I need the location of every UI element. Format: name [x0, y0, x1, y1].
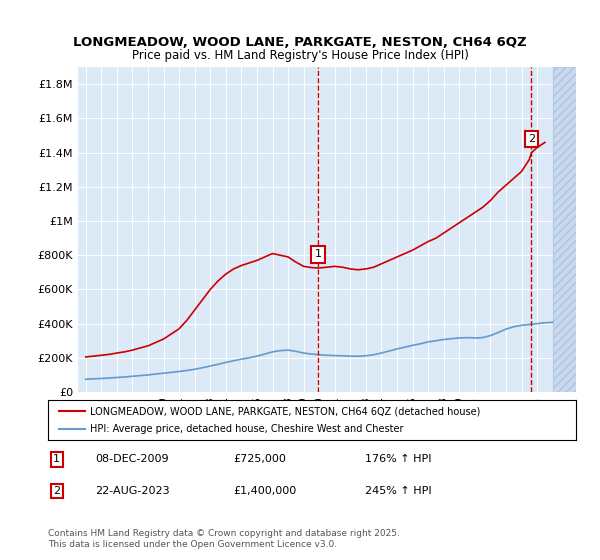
Text: Contains HM Land Registry data © Crown copyright and database right 2025.
This d: Contains HM Land Registry data © Crown c…	[48, 529, 400, 549]
Text: Price paid vs. HM Land Registry's House Price Index (HPI): Price paid vs. HM Land Registry's House …	[131, 49, 469, 62]
Text: 1: 1	[314, 249, 322, 259]
Text: LONGMEADOW, WOOD LANE, PARKGATE, NESTON, CH64 6QZ (detached house): LONGMEADOW, WOOD LANE, PARKGATE, NESTON,…	[90, 407, 481, 417]
Text: 245% ↑ HPI: 245% ↑ HPI	[365, 486, 431, 496]
Text: 1: 1	[53, 455, 60, 464]
Text: 22-AUG-2023: 22-AUG-2023	[95, 486, 170, 496]
Text: 2: 2	[53, 486, 61, 496]
Text: 2: 2	[528, 134, 535, 144]
Text: £1,400,000: £1,400,000	[233, 486, 296, 496]
Text: LONGMEADOW, WOOD LANE, PARKGATE, NESTON, CH64 6QZ: LONGMEADOW, WOOD LANE, PARKGATE, NESTON,…	[73, 36, 527, 49]
Text: HPI: Average price, detached house, Cheshire West and Chester: HPI: Average price, detached house, Ches…	[90, 423, 404, 433]
Bar	[553, 67, 576, 392]
Text: £725,000: £725,000	[233, 455, 286, 464]
Text: 08-DEC-2009: 08-DEC-2009	[95, 455, 169, 464]
Bar	[553, 67, 576, 392]
Text: 176% ↑ HPI: 176% ↑ HPI	[365, 455, 431, 464]
